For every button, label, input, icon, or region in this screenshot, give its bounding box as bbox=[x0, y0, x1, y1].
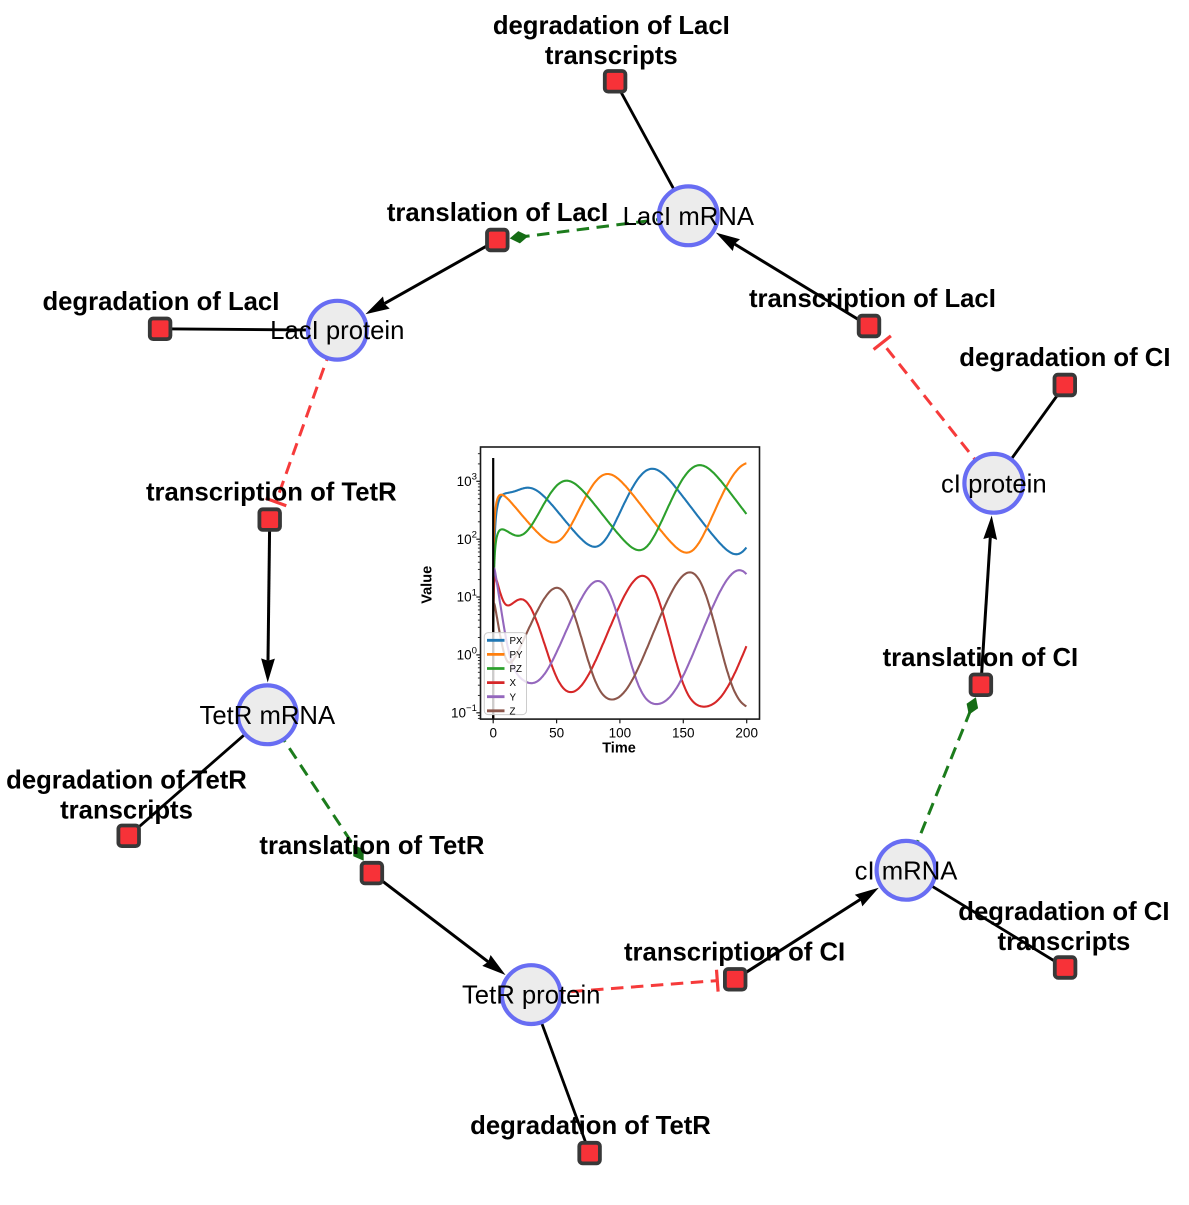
svg-text:50: 50 bbox=[549, 725, 564, 740]
svg-text:degradation of LacI: degradation of LacI bbox=[493, 12, 730, 40]
svg-text:translation of CI: translation of CI bbox=[883, 644, 1079, 672]
svg-text:translation of LacI: translation of LacI bbox=[387, 199, 608, 227]
svg-text:transcription of TetR: transcription of TetR bbox=[146, 479, 397, 507]
svg-text:transcripts: transcripts bbox=[545, 42, 678, 70]
svg-text:degradation of CI: degradation of CI bbox=[959, 344, 1170, 372]
svg-text:150: 150 bbox=[672, 725, 695, 740]
svg-text:PZ: PZ bbox=[510, 664, 523, 675]
svg-text:degradation of LacI: degradation of LacI bbox=[42, 288, 279, 316]
svg-text:200: 200 bbox=[735, 725, 758, 740]
svg-text:transcription of CI: transcription of CI bbox=[624, 938, 845, 966]
svg-text:PX: PX bbox=[510, 636, 524, 647]
svg-text:PY: PY bbox=[510, 650, 524, 661]
svg-text:cI protein: cI protein bbox=[941, 470, 1047, 498]
svg-text:X: X bbox=[510, 678, 517, 689]
svg-text:TetR mRNA: TetR mRNA bbox=[200, 702, 336, 730]
svg-text:degradation of CI: degradation of CI bbox=[958, 898, 1169, 926]
svg-text:degradation of TetR: degradation of TetR bbox=[6, 766, 247, 794]
svg-text:TetR protein: TetR protein bbox=[462, 982, 601, 1010]
svg-text:Value: Value bbox=[420, 566, 436, 604]
svg-text:translation of TetR: translation of TetR bbox=[259, 832, 484, 860]
svg-text:Y: Y bbox=[510, 692, 517, 703]
svg-text:transcription of LacI: transcription of LacI bbox=[749, 285, 996, 313]
svg-text:LacI mRNA: LacI mRNA bbox=[623, 203, 755, 231]
svg-text:cI mRNA: cI mRNA bbox=[855, 857, 959, 885]
svg-text:transcripts: transcripts bbox=[998, 928, 1131, 956]
svg-text:degradation of TetR: degradation of TetR bbox=[470, 1112, 711, 1140]
svg-text:Z: Z bbox=[510, 706, 516, 717]
svg-text:Time: Time bbox=[602, 741, 636, 757]
svg-text:100: 100 bbox=[609, 725, 632, 740]
svg-text:transcripts: transcripts bbox=[60, 796, 193, 824]
svg-text:LacI protein: LacI protein bbox=[270, 317, 404, 345]
svg-text:0: 0 bbox=[489, 725, 497, 740]
